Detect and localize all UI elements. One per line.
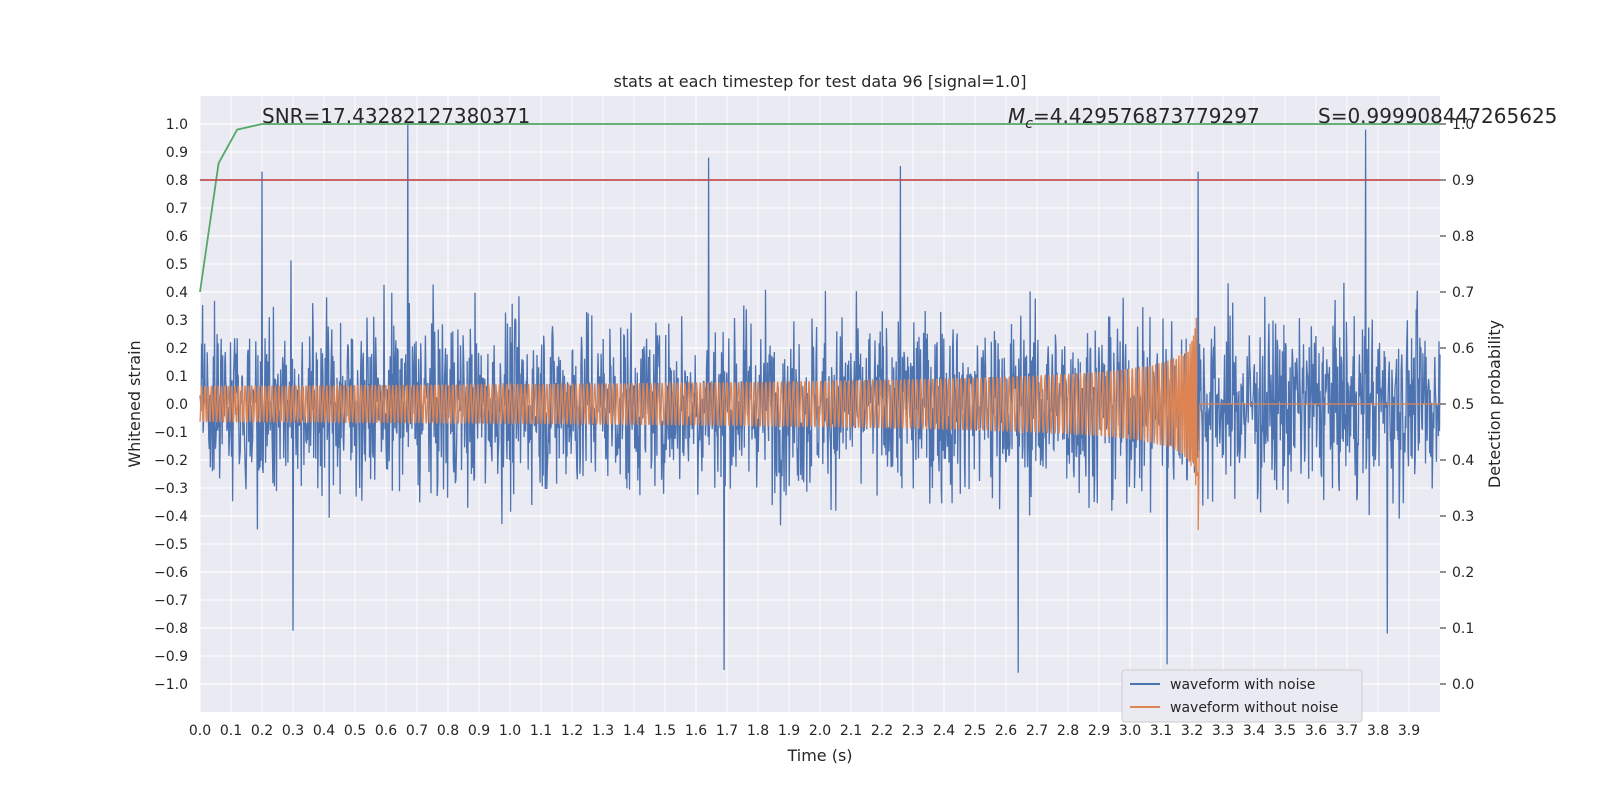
- detection-probability-line: [199, 123, 1440, 293]
- y-tick-label: −0.3: [154, 481, 188, 497]
- x-tick-label: 0.9: [468, 723, 490, 739]
- y2-tick-label: 0.8: [1452, 229, 1474, 245]
- y-tick-label: 0.8: [166, 173, 188, 189]
- score-annotation: S=0.999908447265625: [1318, 104, 1557, 128]
- y2-axis-title: Detection probability: [1485, 320, 1504, 488]
- x-tick-label: 3.6: [1305, 723, 1327, 739]
- y-tick-label: 0.0: [166, 397, 188, 413]
- legend: waveform with noise waveform without noi…: [1121, 669, 1363, 723]
- x-tick-label: 2.4: [933, 723, 955, 739]
- x-tick-label: 3.2: [1181, 723, 1203, 739]
- y-tick-label: −0.1: [154, 425, 188, 441]
- ticks: 0.0 0.1 0.2 0.3 0.4 0.5 0.6 0.7 0.8 0.9 1.0 1.1 1.2 1…: [154, 117, 1474, 739]
- y-tick-label: −0.7: [154, 593, 188, 609]
- x-tick-label: 1.2: [561, 723, 583, 739]
- legend-label-noisy: waveform with noise: [1170, 677, 1315, 693]
- x-tick-label: 3.7: [1336, 723, 1358, 739]
- y-tick-label: −0.5: [154, 537, 188, 553]
- y-tick-label: 0.5: [166, 257, 188, 273]
- x-tick-label: 3.4: [1243, 723, 1265, 739]
- x-tick-label: 1.4: [623, 723, 645, 739]
- y2-tick-label: 0.1: [1452, 621, 1474, 637]
- y-tick-label: 0.6: [166, 229, 188, 245]
- x-tick-label: 3.1: [1150, 723, 1172, 739]
- x-tick-label: 0.0: [189, 723, 211, 739]
- y2-tick-label: 1.0: [1452, 117, 1474, 133]
- y-tick-label: −0.4: [154, 509, 188, 525]
- chirp-mass-symbol: M: [1008, 104, 1025, 128]
- x-tick-label: 2.2: [871, 723, 893, 739]
- x-tick-label: 1.7: [716, 723, 738, 739]
- clean-waveform-line: [199, 317, 1440, 531]
- x-tick-label: 1.9: [778, 723, 800, 739]
- snr-annotation: SNR=17.43282127380371: [262, 104, 530, 128]
- x-axis-title: Time (s): [786, 746, 852, 765]
- y2-tick-label: 0.6: [1452, 341, 1474, 357]
- chart-title: stats at each timestep for test data 96 …: [614, 72, 1027, 91]
- x-tick-label: 0.8: [437, 723, 459, 739]
- y-tick-label: 0.3: [166, 313, 188, 329]
- x-tick-label: 0.4: [313, 723, 335, 739]
- y2-tick-label: 0.5: [1452, 397, 1474, 413]
- x-tick-label: 3.8: [1367, 723, 1389, 739]
- x-tick-label: 0.7: [406, 723, 428, 739]
- x-tick-label: 2.1: [840, 723, 862, 739]
- y2-tick-label: 0.0: [1452, 677, 1474, 693]
- x-tick-label: 3.9: [1398, 723, 1420, 739]
- x-tick-label: 0.1: [220, 723, 242, 739]
- x-tick-label: 2.3: [902, 723, 924, 739]
- x-tick-label: 0.6: [375, 723, 397, 739]
- x-tick-label: 1.6: [685, 723, 707, 739]
- y-tick-label: 0.2: [166, 341, 188, 357]
- y-tick-label: 0.4: [166, 285, 188, 301]
- x-tick-label: 3.0: [1119, 723, 1141, 739]
- y-tick-label: −0.6: [154, 565, 188, 581]
- x-tick-label: 1.3: [592, 723, 614, 739]
- x-tick-label: 0.3: [282, 723, 304, 739]
- y-tick-label: 1.0: [166, 117, 188, 133]
- x-tick-label: 2.8: [1057, 723, 1079, 739]
- chirp-mass-annotation: Mc=4.429576873779297: [1008, 104, 1260, 132]
- y2-tick-label: 0.3: [1452, 509, 1474, 525]
- y-tick-label: 0.7: [166, 201, 188, 217]
- x-tick-label: 3.3: [1212, 723, 1234, 739]
- x-tick-label: 1.8: [747, 723, 769, 739]
- y2-tick-label: 0.7: [1452, 285, 1474, 301]
- x-tick-label: 2.5: [964, 723, 986, 739]
- x-tick-label: 1.5: [654, 723, 676, 739]
- x-tick-label: 2.6: [995, 723, 1017, 739]
- legend-box: [1121, 669, 1363, 723]
- y-tick-label: −0.2: [154, 453, 188, 469]
- x-tick-label: 2.7: [1026, 723, 1048, 739]
- chirp-mass-value: =4.429576873779297: [1033, 104, 1260, 128]
- x-tick-label: 2.0: [809, 723, 831, 739]
- chirp-mass-subscript: c: [1025, 116, 1033, 132]
- y2-tick-label: 0.4: [1452, 453, 1474, 469]
- legend-label-clean: waveform without noise: [1170, 700, 1338, 716]
- x-tick-label: 1.0: [499, 723, 521, 739]
- y-tick-label: 0.9: [166, 145, 188, 161]
- x-tick-label: 2.9: [1088, 723, 1110, 739]
- y-tick-label: 0.1: [166, 369, 188, 385]
- y2-tick-label: 0.2: [1452, 565, 1474, 581]
- x-tick-label: 0.5: [344, 723, 366, 739]
- y-tick-label: −1.0: [154, 677, 188, 693]
- x-tick-label: 3.5: [1274, 723, 1296, 739]
- series-layer: [199, 123, 1441, 673]
- y-tick-label: −0.9: [154, 649, 188, 665]
- y-axis-title: Whitened strain: [125, 340, 144, 467]
- y-tick-label: −0.8: [154, 621, 188, 637]
- x-tick-label: 0.2: [251, 723, 273, 739]
- y2-tick-label: 0.9: [1452, 173, 1474, 189]
- x-tick-label: 1.1: [530, 723, 552, 739]
